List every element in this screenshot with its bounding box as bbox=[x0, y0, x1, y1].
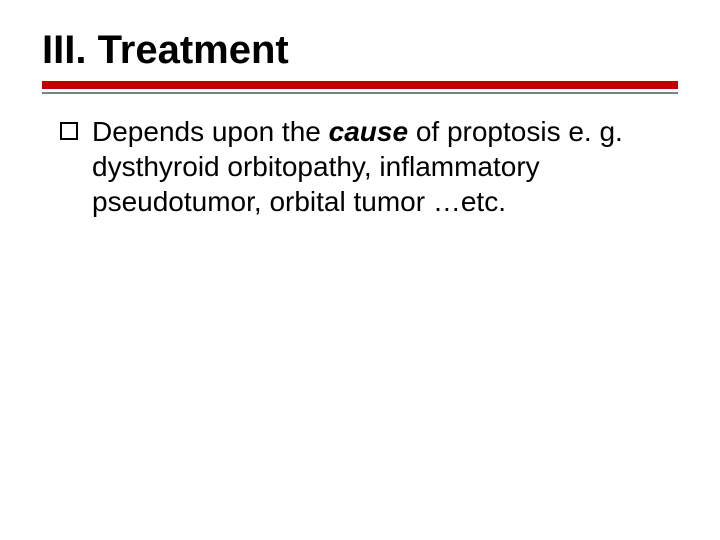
bullet-text: Depends upon the cause of proptosis e. g… bbox=[92, 114, 678, 219]
title-rule-thin bbox=[42, 92, 678, 94]
slide-body: Depends upon the cause of proptosis e. g… bbox=[42, 114, 678, 219]
bullet-text-before: Depends upon the bbox=[92, 116, 329, 147]
title-rule-thick bbox=[42, 81, 678, 89]
bullet-item: Depends upon the cause of proptosis e. g… bbox=[60, 114, 678, 219]
slide: III. Treatment Depends upon the cause of… bbox=[0, 0, 720, 540]
square-bullet-icon bbox=[60, 122, 78, 140]
slide-title: III. Treatment bbox=[42, 28, 678, 79]
bullet-text-emph: cause bbox=[329, 116, 408, 147]
